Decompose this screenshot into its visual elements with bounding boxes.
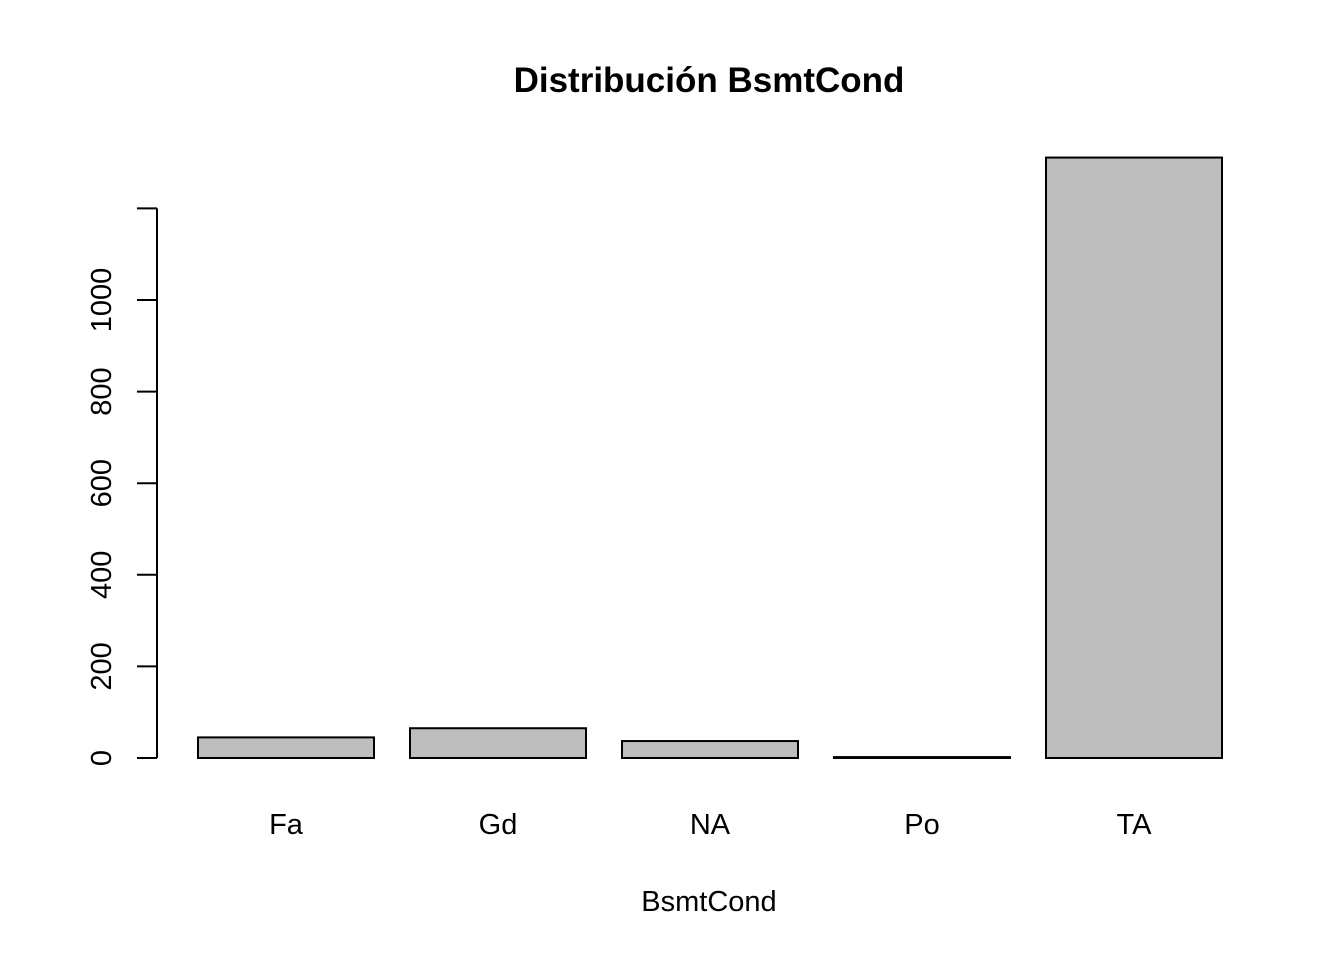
x-axis-label: BsmtCond [641,886,776,918]
bar-po [833,756,1011,759]
y-tick-label: 1000 [86,268,118,333]
bar-gd [409,727,587,759]
bars [197,156,1223,760]
x-tick-label: Fa [269,809,304,841]
bar-fa [197,736,375,760]
x-tick-label: NA [690,809,731,841]
x-tick-label: TA [1117,809,1153,841]
x-tick-labels: Fa Gd NA Po TA [269,809,1152,841]
x-tick-label: Po [904,809,939,841]
bar-ta [1045,156,1223,759]
y-tick-label: 200 [86,642,118,690]
chart-title: Distribución BsmtCond [514,61,905,100]
y-tick-label: 0 [86,750,118,766]
y-tick-label: 400 [86,551,118,599]
bar-na [621,740,799,760]
x-tick-label: Gd [479,809,518,841]
y-axis: 0 200 400 600 800 1000 [86,207,158,766]
y-tick-label: 600 [86,459,118,507]
y-tick-label: 800 [86,367,118,415]
